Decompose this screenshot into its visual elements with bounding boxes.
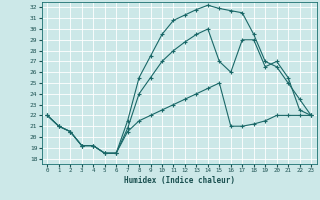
X-axis label: Humidex (Indice chaleur): Humidex (Indice chaleur) (124, 176, 235, 185)
